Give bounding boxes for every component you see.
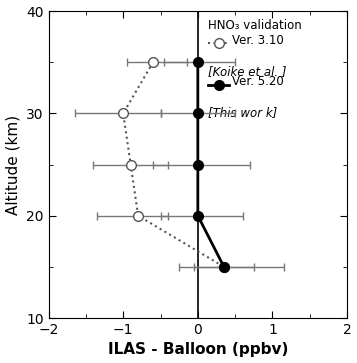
Y-axis label: Altitude (km): Altitude (km): [6, 114, 21, 215]
Text: Ver. 3.10: Ver. 3.10: [232, 34, 284, 47]
Text: HNO₃ validation: HNO₃ validation: [208, 19, 302, 32]
X-axis label: ILAS - Balloon (ppbv): ILAS - Balloon (ppbv): [108, 342, 288, 358]
Text: [Koike et al. ]: [Koike et al. ]: [208, 65, 287, 78]
Text: Ver. 5.20: Ver. 5.20: [232, 75, 284, 88]
Text: [This wor k]: [This wor k]: [208, 106, 277, 119]
